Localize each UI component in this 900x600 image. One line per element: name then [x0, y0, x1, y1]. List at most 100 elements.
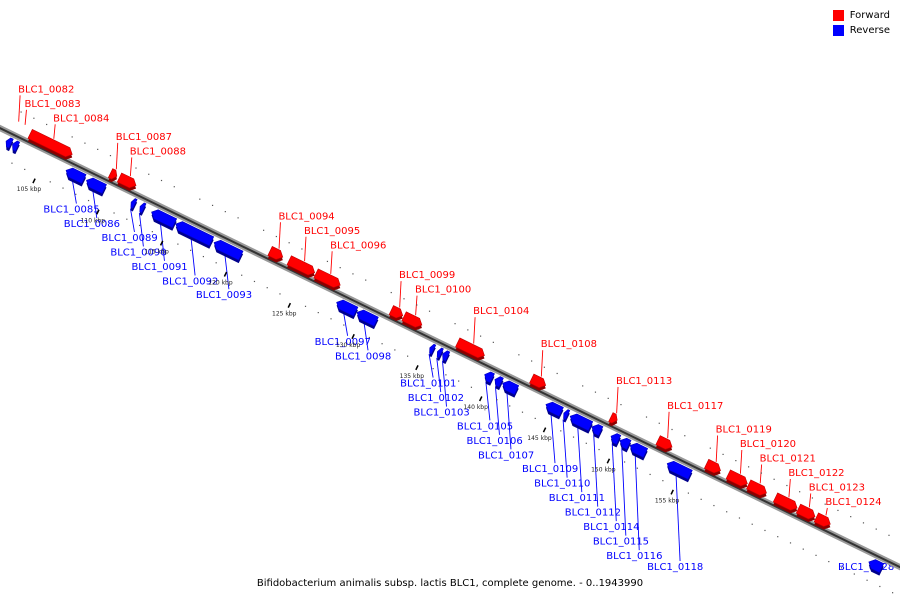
minor-dot: [875, 528, 877, 530]
gene-label-BLC1_0105: BLC1_0105: [457, 421, 513, 432]
gene-block-BLC1_0088: [116, 172, 137, 189]
minor-dot: [892, 592, 894, 594]
gene-leader-line: [18, 95, 21, 122]
gene-label-BLC1_0119: BLC1_0119: [716, 424, 772, 435]
forward-swatch: [832, 10, 844, 21]
minor-dot: [735, 460, 737, 462]
gene-leader-line: [788, 478, 791, 498]
legend: Forward Reverse: [832, 8, 890, 38]
minor-dot: [394, 349, 396, 351]
major-tick: [223, 271, 228, 277]
major-tick: [96, 209, 100, 215]
minor-dot: [479, 335, 482, 337]
minor-dot: [135, 167, 137, 169]
minor-dot: [71, 136, 73, 138]
minor-dot: [760, 472, 762, 474]
gene-block-BLC1_0085: [65, 167, 87, 184]
gene-block-BLC1_0116: [629, 442, 649, 458]
tick-label: 105 kbp: [17, 186, 42, 193]
minor-dot: [585, 442, 587, 444]
minor-dot: [190, 249, 192, 251]
gene-label-BLC1_0084: BLC1_0084: [53, 113, 109, 124]
gene-leader-line: [675, 474, 681, 562]
gene-leader-line: [304, 236, 307, 262]
minor-dot: [211, 204, 214, 207]
tick-label: 130 kbp: [336, 342, 361, 349]
gene-block-BLC1_0087: [107, 168, 118, 180]
minor-dot: [403, 298, 405, 300]
gene-label-BLC1_0123: BLC1_0123: [809, 482, 865, 493]
gene-leader-line: [330, 251, 333, 274]
gene-block-BLC1_0093: [213, 239, 244, 261]
minor-dot: [789, 542, 792, 544]
gene-block-BLC1_0082: [5, 137, 14, 149]
tick-label: 125 kbp: [272, 311, 297, 318]
minor-dot: [866, 579, 868, 581]
gene-block-BLC1_0094: [267, 246, 284, 260]
gene-block-BLC1_0084: [27, 129, 73, 158]
gene-leader-line: [129, 157, 133, 177]
minor-dot: [428, 310, 431, 312]
major-tick: [606, 458, 611, 464]
minor-dot: [837, 509, 839, 512]
gene-leader-line: [278, 222, 281, 249]
gene-leader-line: [759, 464, 763, 484]
gene-label-BLC1_0117: BLC1_0117: [667, 401, 723, 412]
minor-dot: [496, 399, 498, 401]
minor-dot: [241, 274, 243, 276]
gene-leader-line: [593, 434, 599, 507]
gene-label-BLC1_0087: BLC1_0087: [116, 132, 172, 143]
minor-dot: [148, 173, 150, 175]
gene-leader-line: [428, 354, 434, 378]
gene-block-BLC1_0096: [313, 268, 341, 288]
minor-dot: [177, 243, 179, 245]
gene-leader-line: [53, 124, 56, 139]
minor-dot: [467, 329, 469, 331]
gene-leader-line: [24, 109, 27, 125]
minor-dot: [454, 323, 456, 325]
minor-dot: [75, 193, 77, 195]
gene-block-BLC1_0124: [813, 512, 831, 527]
minor-dot: [594, 391, 597, 393]
gene-block-BLC1_0095: [286, 255, 316, 276]
gene-label-BLC1_0085: BLC1_0085: [43, 205, 99, 216]
major-tick: [287, 302, 292, 308]
legend-reverse-label: Reverse: [849, 25, 890, 36]
gene-label-BLC1_0097: BLC1_0097: [315, 337, 371, 348]
gene-label-BLC1_0116: BLC1_0116: [606, 551, 662, 562]
gene-block-BLC1_0090: [139, 202, 147, 214]
gene-label-BLC1_0095: BLC1_0095: [304, 226, 360, 237]
minor-dot: [173, 186, 175, 188]
major-tick: [351, 333, 355, 340]
gene-block-BLC1_0110: [563, 409, 571, 420]
gene-block-BLC1_0108: [529, 373, 547, 389]
gene-label-BLC1_0083: BLC1_0083: [24, 99, 80, 110]
minor-dot: [445, 374, 447, 376]
minor-dot: [738, 517, 741, 519]
gene-block-BLC1_0109: [545, 401, 564, 417]
minor-dot: [317, 311, 319, 314]
gene-label-BLC1_0100: BLC1_0100: [415, 285, 471, 296]
gene-leader-line: [190, 237, 196, 276]
gene-block-BLC1_0123: [795, 503, 816, 520]
minor-dot: [764, 529, 766, 532]
tick-label: 140 kbp: [463, 404, 488, 411]
minor-dot: [853, 573, 855, 575]
minor-dot: [279, 293, 281, 295]
gene-label-BLC1_0089: BLC1_0089: [101, 233, 157, 244]
gene-label-BLC1_0128: BLC1_0128: [838, 562, 894, 573]
gene-label-BLC1_0111: BLC1_0111: [549, 493, 605, 504]
minor-dot: [160, 179, 163, 182]
minor-dot: [381, 343, 383, 345]
minor-dot: [199, 198, 201, 200]
gene-block-BLC1_0117: [655, 435, 673, 450]
gene-label-BLC1_0082: BLC1_0082: [18, 84, 74, 95]
gene-leader-line: [92, 189, 98, 219]
gene-leader-line: [739, 449, 743, 474]
major-tick: [415, 365, 419, 371]
minor-dot: [109, 155, 112, 157]
gene-block-BLC1_0115: [619, 437, 632, 450]
minor-dot: [46, 123, 48, 126]
gene-label-BLC1_0121: BLC1_0121: [760, 453, 816, 464]
minor-dot: [786, 484, 788, 487]
